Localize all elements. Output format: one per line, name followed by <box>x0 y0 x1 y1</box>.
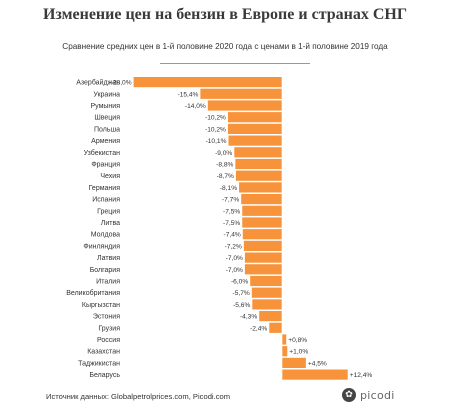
bar <box>269 322 282 333</box>
category-label: Болгария <box>90 267 121 274</box>
bar <box>244 264 282 275</box>
value-label: -7,7% <box>222 197 239 204</box>
bar <box>200 88 282 99</box>
category-label: Польша <box>94 126 120 133</box>
category-label: Таджикистан <box>78 360 120 367</box>
bar <box>282 334 287 345</box>
bar <box>242 217 282 228</box>
value-label: -4,3% <box>240 314 257 321</box>
category-label: Франция <box>91 162 120 169</box>
category-label: Великобритания <box>66 289 120 297</box>
value-label: -10,2% <box>205 126 226 133</box>
category-label: Азербайджан <box>76 79 120 87</box>
value-label: +4,5% <box>308 360 327 367</box>
value-label: +1,0% <box>289 349 308 356</box>
category-label: Узбекистан <box>84 149 121 157</box>
category-label: Литва <box>101 220 120 227</box>
category-label: Грузия <box>98 325 120 332</box>
bar <box>251 287 282 298</box>
picodi-logo: ✿ picodi <box>342 388 395 402</box>
bar <box>282 346 288 357</box>
category-label: Молдова <box>91 232 120 239</box>
category-label: Германия <box>89 185 121 192</box>
value-label: -5,7% <box>233 290 250 297</box>
bar <box>282 357 306 368</box>
bar <box>282 369 348 380</box>
value-label: -10,2% <box>205 115 226 122</box>
bar <box>228 135 282 146</box>
chart-title: Изменение цен на бензин в Европе и стран… <box>42 6 408 23</box>
value-label: -8,8% <box>216 162 233 169</box>
value-label: -2,4% <box>250 325 267 332</box>
value-label: -5,6% <box>233 302 250 309</box>
bar <box>242 205 282 216</box>
bar <box>234 147 282 158</box>
category-label: Украина <box>93 91 120 98</box>
data-source-note: Источник данных: Globalpetrolprices.com,… <box>46 392 231 401</box>
category-label: Финляндия <box>83 243 120 250</box>
chart-subtitle: Сравнение средних цен в 1-й половине 202… <box>62 42 388 51</box>
value-label: -15,4% <box>177 91 198 98</box>
bar <box>235 158 282 170</box>
category-label: Латвия <box>97 255 120 262</box>
category-label: Греция <box>97 208 120 215</box>
category-label: Румыния <box>90 103 120 110</box>
bar <box>252 299 282 310</box>
bar <box>259 311 282 322</box>
bar <box>242 229 282 240</box>
category-label: Армения <box>91 138 120 145</box>
picodi-logo-icon: ✿ <box>342 388 356 402</box>
value-label: +12,4% <box>350 372 373 379</box>
value-label: -14,0% <box>185 103 206 110</box>
bar <box>227 112 282 123</box>
value-label: -7,2% <box>225 243 242 250</box>
value-label: -7,0% <box>226 255 243 262</box>
value-label: -8,7% <box>217 173 234 180</box>
category-label: Испания <box>92 197 120 204</box>
category-label: Швеция <box>94 115 120 122</box>
category-label: Чехия <box>100 173 120 180</box>
value-label: -8,1% <box>220 185 237 192</box>
category-label: Эстония <box>93 314 120 321</box>
bar <box>243 240 282 251</box>
value-label: +0,8% <box>288 337 307 344</box>
category-label: Беларусь <box>89 372 120 379</box>
value-label: -6,0% <box>231 279 248 286</box>
bar <box>239 182 282 193</box>
bar <box>235 170 282 181</box>
title-divider <box>160 63 310 64</box>
category-label: Казахстан <box>87 349 120 356</box>
bar <box>250 275 282 287</box>
value-label: -10,1% <box>206 138 227 145</box>
category-label: Италия <box>96 279 120 286</box>
value-label: -7,0% <box>226 267 243 274</box>
value-label: -7,5% <box>223 208 240 215</box>
value-label: -9,0% <box>215 150 232 157</box>
value-label: -7,5% <box>223 220 240 227</box>
bar <box>207 100 282 111</box>
logo-text: picodi <box>360 388 395 402</box>
bar <box>241 194 282 205</box>
bar <box>133 77 282 88</box>
value-label: -7,4% <box>224 232 241 239</box>
category-label: Кыргызстан <box>82 302 120 309</box>
category-label: Россия <box>97 337 120 344</box>
value-label: -28,0% <box>111 80 132 87</box>
bar <box>244 252 282 263</box>
bar <box>227 123 282 134</box>
